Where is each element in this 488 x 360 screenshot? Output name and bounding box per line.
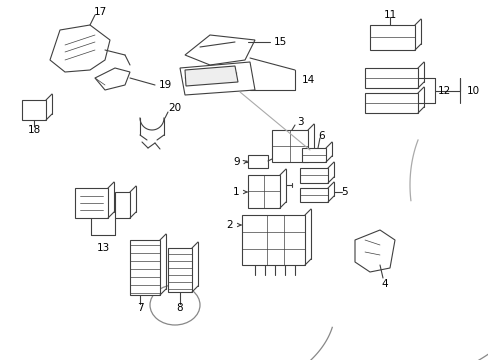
Polygon shape: [168, 248, 192, 292]
Polygon shape: [184, 35, 254, 65]
Polygon shape: [247, 155, 267, 168]
Polygon shape: [22, 100, 46, 120]
Polygon shape: [50, 25, 110, 72]
Text: 12: 12: [436, 86, 450, 96]
Text: 6: 6: [318, 131, 325, 141]
Text: 8: 8: [176, 303, 183, 313]
Text: 3: 3: [296, 117, 303, 127]
Text: 10: 10: [466, 86, 479, 96]
Polygon shape: [364, 93, 417, 113]
Polygon shape: [115, 192, 130, 218]
Text: 4: 4: [381, 279, 387, 289]
Text: 20: 20: [168, 103, 181, 113]
Text: 15: 15: [273, 37, 286, 47]
Text: 18: 18: [27, 125, 41, 135]
Polygon shape: [271, 130, 307, 162]
Polygon shape: [180, 62, 254, 95]
Text: 5: 5: [340, 187, 346, 197]
Polygon shape: [369, 25, 414, 50]
Polygon shape: [242, 215, 305, 265]
Text: 14: 14: [301, 75, 314, 85]
Text: 9: 9: [233, 157, 240, 167]
Polygon shape: [364, 68, 417, 88]
Polygon shape: [302, 148, 325, 162]
Text: 17: 17: [93, 7, 106, 17]
Text: 13: 13: [96, 243, 109, 253]
Text: 1: 1: [232, 187, 239, 197]
Polygon shape: [299, 188, 327, 202]
Polygon shape: [95, 68, 130, 90]
Polygon shape: [75, 188, 108, 218]
Text: 2: 2: [226, 220, 233, 230]
Polygon shape: [184, 66, 238, 86]
Text: 11: 11: [383, 10, 396, 20]
Polygon shape: [354, 230, 394, 272]
Text: 19: 19: [158, 80, 171, 90]
Text: 7: 7: [137, 303, 143, 313]
Polygon shape: [130, 240, 160, 295]
Polygon shape: [299, 168, 327, 183]
Polygon shape: [247, 175, 280, 208]
